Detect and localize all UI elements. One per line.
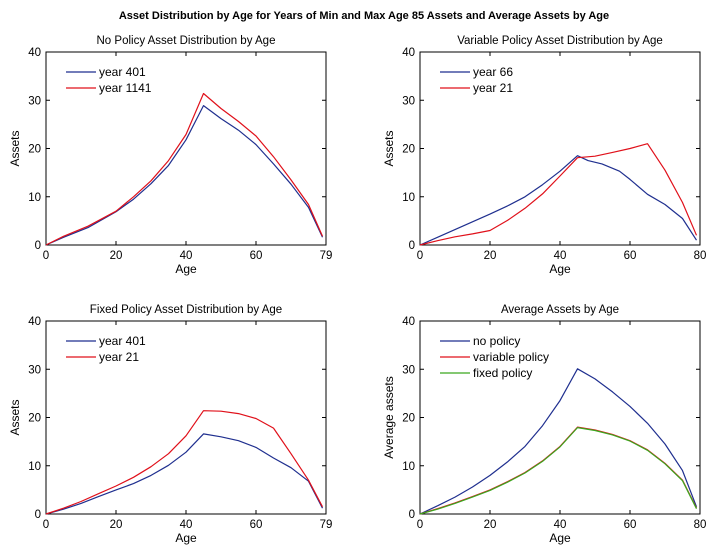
x-tick-label: 0 [43,519,49,531]
legend: no policy variable policy fixed policy [440,334,549,380]
subplot-4: 0 20 40 60 80 0 10 20 30 40 Average Assets by Age A… [382,304,706,545]
x-tick-label: 20 [484,250,497,262]
legend-label: fixed policy [473,366,532,380]
x-tick-label: 60 [250,519,263,531]
x-tick-label: 79 [320,519,333,531]
y-tick-label: 40 [28,316,41,328]
series-line-1 [419,155,698,246]
x-tick-label: 20 [484,519,497,531]
x-tick-label: 60 [250,250,263,262]
legend-label: year 1141 [99,81,152,95]
subplot-2: 0 20 40 60 80 0 10 20 30 40 Variable Policy Asset … [382,35,706,276]
x-tick-label: 40 [180,519,193,531]
subplot-title: Variable Policy Asset Distribution by Ag… [457,35,663,47]
y-tick-label: 30 [28,364,41,376]
y-tick-label: 30 [28,95,41,107]
y-axis-label: Assets [8,130,22,166]
subplot-title: Fixed Policy Asset Distribution by Age [90,304,282,316]
x-tick-label: 40 [554,250,567,262]
x-axis-label: Age [175,531,197,545]
x-tick-label: 79 [320,250,333,262]
figure-suptitle: Asset Distribution by Age for Years of M… [119,10,609,22]
y-tick-label: 10 [28,192,41,204]
subplot-1: 0 20 40 60 79 0 10 20 30 40 No Policy Asset Distri… [8,35,332,276]
legend-label: year 66 [473,65,513,79]
y-tick-label: 20 [28,413,41,425]
legend-label: year 401 [99,334,146,348]
y-tick-label: 40 [402,47,415,59]
x-tick-label: 60 [624,250,637,262]
legend: year 401 year 1141 [66,65,152,95]
series-line-2 [45,92,324,246]
y-tick-label: 0 [35,509,41,521]
series-line-2 [45,410,324,515]
series-line-1 [419,368,698,515]
x-tick-label: 40 [180,250,193,262]
y-tick-label: 0 [409,240,415,252]
legend-label: no policy [473,334,520,348]
x-tick-label: 80 [694,519,707,531]
series-line-1 [45,104,324,246]
y-tick-label: 20 [402,144,415,156]
y-tick-label: 20 [402,413,415,425]
subplot-title: Average Assets by Age [501,304,619,316]
y-axis-label: Assets [382,130,396,166]
y-tick-label: 30 [402,364,415,376]
y-tick-label: 10 [402,461,415,473]
axes-box [45,51,327,246]
x-axis-label: Age [549,262,571,276]
series-line-3 [419,427,698,515]
y-tick-label: 10 [402,192,415,204]
legend-label: year 401 [99,65,146,79]
y-tick-label: 40 [28,47,41,59]
y-axis-label: Average assets [382,376,396,459]
legend-label: year 21 [99,350,139,364]
y-tick-label: 30 [402,95,415,107]
subplot-title: No Policy Asset Distribution by Age [97,35,276,47]
y-tick-label: 0 [35,240,41,252]
x-tick-label: 60 [624,519,637,531]
x-axis-label: Age [175,262,197,276]
x-tick-label: 20 [110,519,123,531]
axes-box [45,320,327,515]
x-tick-label: 0 [417,250,423,262]
y-axis-label: Assets [8,399,22,435]
y-tick-label: 20 [28,144,41,156]
legend-label: year 21 [473,81,513,95]
subplot-3: 0 20 40 60 79 0 10 20 30 40 Fixed Policy Asset Dis… [8,304,332,545]
x-axis-label: Age [549,531,571,545]
y-tick-label: 0 [409,509,415,521]
legend: year 66 year 21 [440,65,513,95]
axes-box [419,51,701,246]
legend: year 401 year 21 [66,334,146,364]
x-tick-label: 80 [694,250,707,262]
x-tick-label: 0 [417,519,423,531]
axes-box [419,320,701,515]
y-tick-label: 40 [402,316,415,328]
x-tick-label: 0 [43,250,49,262]
legend-label: variable policy [473,350,549,364]
y-tick-label: 10 [28,461,41,473]
series-line-2 [419,143,698,246]
x-tick-label: 40 [554,519,567,531]
x-tick-label: 20 [110,250,123,262]
series-line-1 [45,433,324,515]
